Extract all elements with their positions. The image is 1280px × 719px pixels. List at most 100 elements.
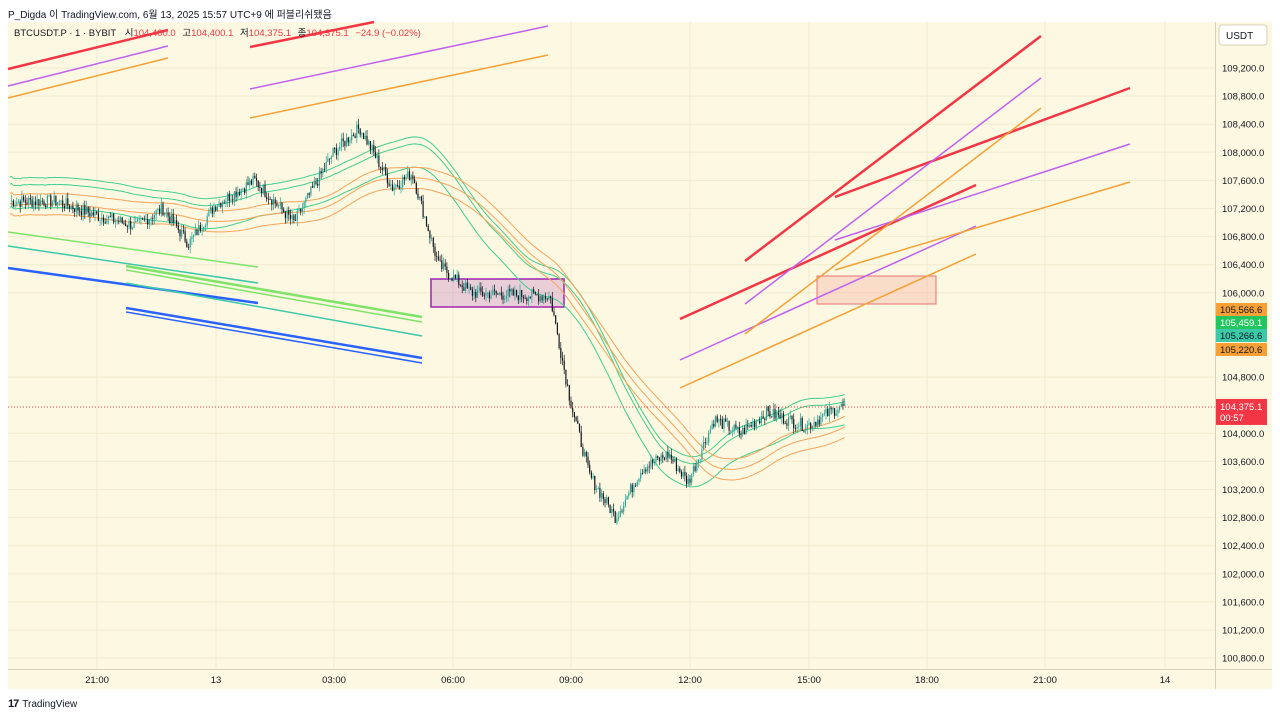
candle-body (293, 215, 295, 221)
candle-body (504, 298, 506, 300)
trend-line-red[interactable] (7, 28, 169, 71)
candle-body (21, 196, 23, 207)
candle-body (417, 193, 419, 199)
candle-body (198, 225, 200, 236)
trend-line-blue[interactable] (7, 266, 259, 305)
trend-line-red[interactable] (834, 86, 1131, 199)
candle-body (323, 169, 326, 171)
candle-body (648, 466, 650, 468)
candle-body (329, 158, 331, 160)
time-tick-label: 14 (1160, 675, 1171, 686)
time-tick-label: 21:00 (1033, 675, 1057, 686)
symbol-legend[interactable]: BTCUSDT.P · 1 · BYBIT 시104,400.0 고104,40… (14, 28, 421, 39)
candle-body (536, 294, 538, 296)
trend-line-purple[interactable] (834, 143, 1131, 241)
candle-body (51, 202, 54, 207)
candle-body (233, 191, 235, 201)
trend-line-purple[interactable] (679, 225, 977, 361)
price-tick-label: 100,800.0 (1222, 654, 1264, 665)
trend-line-blue[interactable] (125, 306, 423, 360)
candle-body (592, 475, 594, 478)
candle-body (687, 478, 689, 485)
trend-line-green[interactable] (125, 269, 423, 323)
candle-body (402, 177, 404, 187)
trend-line-green[interactable] (125, 264, 423, 319)
candle-body (842, 403, 844, 406)
candle-body (159, 208, 161, 214)
candle-body (482, 291, 484, 296)
candle-body (487, 292, 489, 294)
candle-body (771, 416, 773, 418)
trend-line-orange[interactable] (679, 253, 977, 389)
candle-body (740, 433, 742, 435)
trend-line-orange[interactable] (834, 181, 1131, 271)
candle-body (354, 135, 356, 139)
price-axis[interactable]: 109,200.0 108,800.0 108,400.0 108,000.0 107,… (1222, 64, 1264, 665)
price-tick-label: 107,200.0 (1222, 204, 1264, 215)
candle-body (470, 287, 472, 290)
candle-body (84, 205, 86, 215)
candle-body (813, 421, 815, 426)
candle-body (517, 295, 519, 301)
candle-body (65, 198, 67, 209)
candle-body (334, 148, 336, 149)
trend-line-green[interactable] (7, 231, 259, 268)
trend-line-teal[interactable] (7, 245, 259, 284)
candle-body (594, 475, 596, 491)
candle-body (811, 425, 813, 429)
candle-body (806, 424, 808, 430)
candle-body (531, 289, 533, 298)
candle-body (79, 210, 81, 212)
candle-body (123, 222, 125, 224)
candle-body (204, 225, 207, 228)
candle-body (50, 195, 52, 207)
trend-line-red[interactable] (249, 20, 375, 49)
candle-body (716, 416, 718, 422)
candle-body (420, 196, 422, 201)
candle-body (116, 220, 118, 222)
trend-line-purple[interactable] (7, 45, 169, 87)
candle-body (397, 184, 399, 186)
candle-body (820, 416, 822, 425)
candle-body (203, 227, 205, 231)
candle-body (697, 459, 700, 463)
candle-body (187, 246, 190, 248)
candle-body (317, 184, 319, 186)
candle-body (791, 415, 793, 420)
candle-body (674, 458, 676, 462)
trend-line-blue[interactable] (125, 311, 423, 364)
candle-body (781, 413, 783, 419)
candle-body (679, 468, 681, 472)
currency-button[interactable] (1218, 24, 1268, 46)
trend-line-orange[interactable] (249, 54, 549, 119)
candle-body (432, 237, 434, 247)
trend-line-purple[interactable] (744, 77, 1042, 305)
trend-line-teal[interactable] (125, 282, 423, 337)
candle-body (257, 180, 259, 188)
candle-body (352, 134, 354, 136)
trend-line-orange[interactable] (744, 107, 1042, 335)
trend-line-purple[interactable] (249, 25, 549, 90)
time-axis[interactable]: 21:00 13 03:00 06:00 09:00 12:00 15:00 18:00 21:… (85, 675, 1170, 686)
trend-line-orange[interactable] (7, 57, 169, 99)
candle-body (747, 425, 749, 427)
trend-line-red[interactable] (744, 35, 1042, 262)
candle-body (808, 423, 810, 425)
candle-body (492, 289, 494, 296)
candle-body (439, 259, 441, 261)
candle-body (208, 210, 210, 217)
candle-body (677, 468, 679, 471)
candle-body (16, 202, 18, 205)
candle-body (604, 499, 606, 503)
candle-body (629, 484, 632, 493)
candle-body (577, 420, 579, 424)
trend-line-red[interactable] (679, 183, 977, 321)
candle-body (300, 208, 302, 212)
candle-body (400, 186, 402, 189)
time-axis-background[interactable] (8, 669, 1215, 689)
candle-body (128, 221, 130, 227)
candle-body (507, 289, 509, 296)
candle-body (247, 182, 249, 186)
candle-body (380, 166, 382, 168)
